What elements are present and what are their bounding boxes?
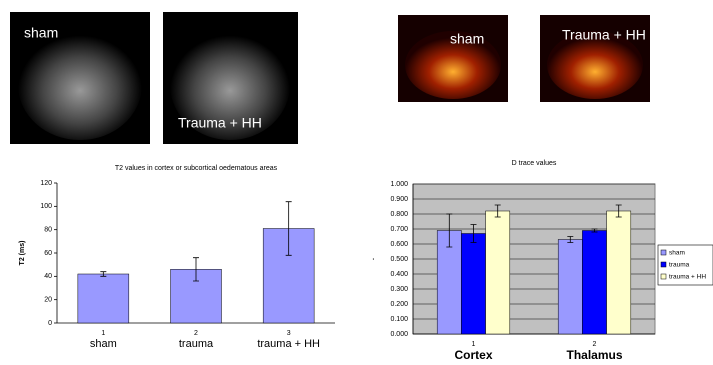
image-label: sham <box>450 31 484 47</box>
legend-swatch <box>661 274 666 279</box>
x-tick-label: trauma + HH <box>257 338 320 350</box>
bar <box>78 274 129 323</box>
y-tick-label: 0.000 <box>390 331 408 338</box>
y-tick-label: 0.400 <box>390 271 408 278</box>
y-tick-label: 0.800 <box>390 211 408 218</box>
y-tick-label: 0.700 <box>390 226 408 233</box>
brain-shape <box>18 30 142 140</box>
x-tick-label: sham <box>90 338 117 350</box>
y-tick-label: 0.900 <box>390 196 408 203</box>
legend-swatch <box>661 250 666 255</box>
image-label: Trauma + HH <box>178 115 262 131</box>
y-tick-label: 0.300 <box>390 286 408 293</box>
chart-title: T2 values in cortex or subcortical oedem… <box>115 165 278 172</box>
bar <box>582 231 606 335</box>
y-tick-label: 1.000 <box>390 181 408 188</box>
y-axis-label: T2 (ms) <box>19 241 26 266</box>
y-tick-label: 0.500 <box>390 256 408 263</box>
image-label: sham <box>24 25 58 41</box>
x-tick-label: trauma <box>179 338 214 350</box>
legend-label: sham <box>669 250 685 257</box>
image-label: Trauma + HH <box>562 27 646 43</box>
bar <box>607 211 631 334</box>
y-tick-label: 120 <box>40 180 52 187</box>
y-axis-label: . <box>369 258 376 260</box>
chart-title: D trace values <box>512 160 557 167</box>
y-tick-label: 20 <box>44 297 52 304</box>
x-tick-label: Thalamus <box>566 348 622 362</box>
legend-label: trauma <box>669 262 690 269</box>
y-tick-label: 0.600 <box>390 241 408 248</box>
figure: sham Trauma + HH sham Trauma + HH T2 val… <box>0 0 713 365</box>
y-tick-label: 0.100 <box>390 316 408 323</box>
y-tick-label: 40 <box>44 273 52 280</box>
y-tick-label: 0 <box>48 320 52 327</box>
bar <box>486 211 510 334</box>
x-tick-number: 3 <box>287 330 291 337</box>
legend-label: trauma + HH <box>669 274 706 281</box>
x-tick-number: 2 <box>593 341 597 348</box>
x-tick-number: 1 <box>472 341 476 348</box>
legend-swatch <box>661 262 666 267</box>
y-tick-label: 0.200 <box>390 301 408 308</box>
bar <box>558 240 582 335</box>
y-tick-label: 100 <box>40 203 52 210</box>
x-tick-number: 1 <box>101 330 105 337</box>
x-tick-number: 2 <box>194 330 198 337</box>
bar <box>461 234 485 335</box>
y-tick-label: 80 <box>44 227 52 234</box>
x-tick-label: Cortex <box>454 348 492 362</box>
y-tick-label: 60 <box>44 250 52 257</box>
